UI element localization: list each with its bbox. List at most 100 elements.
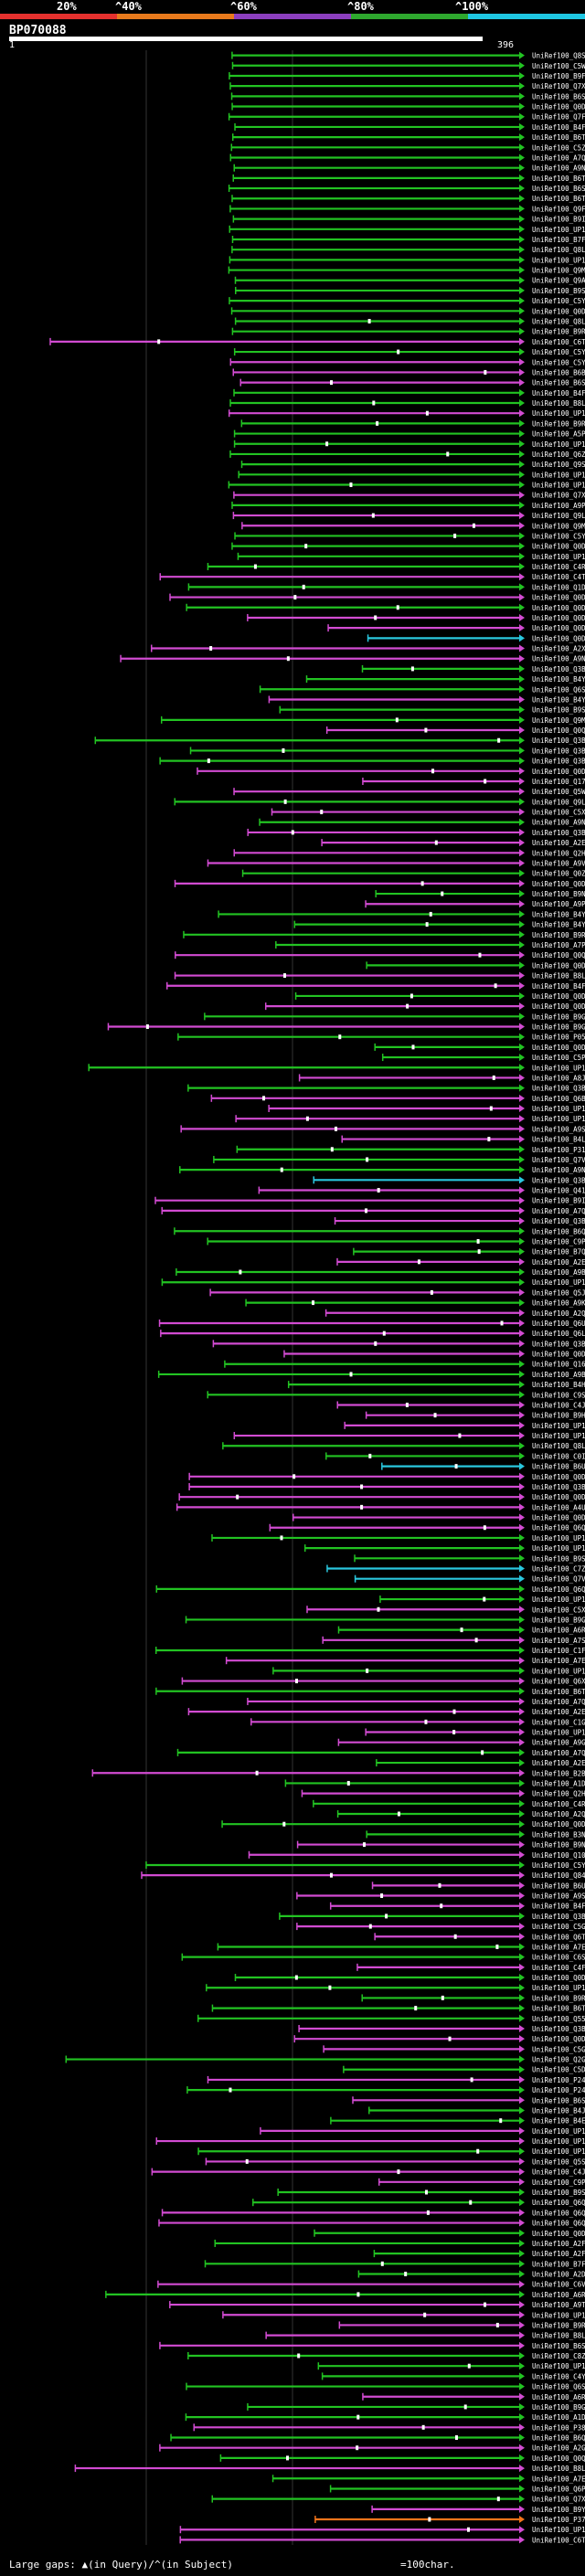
hit-label[interactable]: UniRef100_C5XBZ4: [532, 809, 585, 817]
hit-row[interactable]: UniRef100_Q1DWE3: [187, 583, 585, 591]
hit-label[interactable]: UniRef100_C5YHP3: [532, 358, 585, 366]
hit-label[interactable]: UniRef100_Q6TI22: [532, 1933, 585, 1941]
hit-row[interactable]: UniRef100_UP1000...: [222, 2311, 585, 2319]
hit-label[interactable]: UniRef100_UP1000...: [532, 471, 585, 479]
hit-row[interactable]: UniRef100_Q0D325: [283, 1350, 585, 1359]
hit-row[interactable]: UniRef100_Q3BDP3: [187, 1084, 585, 1093]
hit-label[interactable]: UniRef100_Q0D330: [532, 1820, 585, 1829]
hit-row[interactable]: UniRef100_A1DBR2: [185, 2413, 585, 2422]
hit-row[interactable]: UniRef100_Q0D333: [327, 624, 585, 632]
hit-row[interactable]: UniRef100_A2EYN2: [321, 839, 585, 847]
hit-label[interactable]: UniRef100_B6U630: [532, 1463, 585, 1471]
hit-label[interactable]: UniRef100_B8LNV6: [532, 2332, 585, 2340]
hit-row[interactable]: UniRef100_A2EEE7: [376, 1759, 585, 1767]
hit-label[interactable]: UniRef100_B9SQA6: [532, 2189, 585, 2197]
hit-row[interactable]: UniRef100_Q6BF00: [210, 1094, 585, 1103]
hit-label[interactable]: UniRef100_B8LP16: [532, 972, 585, 981]
hit-row[interactable]: UniRef100_Q3BDP1: [188, 1482, 585, 1491]
hit-row[interactable]: UniRef100_UP1000...: [197, 2147, 585, 2156]
hit-row[interactable]: UniRef100_A7ECX4: [225, 1657, 585, 1665]
hit-label[interactable]: UniRef100_C5XSW8: [532, 1606, 585, 1614]
hit-label[interactable]: UniRef100_UP1000...: [532, 553, 585, 561]
hit-label[interactable]: UniRef100_Q6XL76: [532, 1678, 585, 1686]
hit-row[interactable]: UniRef100_UP1000...: [344, 1421, 585, 1430]
hit-label[interactable]: UniRef100_C5GUY7: [532, 2045, 585, 2053]
hit-label[interactable]: UniRef100_UP1000...: [532, 226, 585, 234]
hit-row[interactable]: UniRef100_C5YZQ7: [145, 1860, 585, 1870]
hit-row[interactable]: UniRef100_Q3BDN7: [189, 747, 585, 755]
hit-label[interactable]: UniRef100_A6RVE0: [532, 2393, 585, 2401]
hit-row[interactable]: UniRef100_C5Z815: [230, 143, 585, 152]
hit-row[interactable]: UniRef100_A9B0K8: [176, 1268, 585, 1277]
hit-row[interactable]: UniRef100_Q3BDN9: [361, 664, 585, 673]
hit-row[interactable]: UniRef100_B7FMM9: [231, 235, 585, 244]
hit-label[interactable]: UniRef100_Q3BDN3: [532, 1913, 585, 1921]
hit-row[interactable]: UniRef100_B4J1N2: [368, 2106, 585, 2115]
hit-label[interactable]: UniRef100_C4JQQ7: [532, 2168, 585, 2177]
hit-row[interactable]: UniRef100_Q8S8M0: [231, 51, 585, 60]
hit-row[interactable]: UniRef100_Q0Z7P5: [241, 869, 585, 878]
hit-label[interactable]: UniRef100_B9SMJ5: [532, 287, 585, 295]
hit-row[interactable]: UniRef100_A2G7G2: [159, 2443, 585, 2453]
hit-row[interactable]: UniRef100_Q9LPW8: [232, 512, 585, 520]
hit-row[interactable]: UniRef100_Q8L6L8: [231, 246, 585, 254]
hit-row[interactable]: UniRef100_A2ENU3: [187, 1708, 585, 1716]
hit-row[interactable]: UniRef100_C9PR96: [378, 2178, 585, 2187]
hit-label[interactable]: UniRef100_Q3BDP1: [532, 1483, 585, 1491]
hit-label[interactable]: UniRef100_Q2GZM1: [532, 2056, 585, 2064]
hit-row[interactable]: UniRef100_Q84Z23: [141, 1871, 585, 1880]
hit-label[interactable]: UniRef100_A9NZ64: [532, 1166, 585, 1174]
hit-row[interactable]: UniRef100_B6TPB5: [231, 133, 585, 142]
hit-row[interactable]: UniRef100_Q0QQY6: [219, 2454, 585, 2463]
hit-row[interactable]: UniRef100_B9RHQ8: [240, 419, 585, 428]
hit-label[interactable]: UniRef100_C5DKW1: [532, 2066, 585, 2074]
hit-label[interactable]: UniRef100_B9RHQ8: [532, 419, 585, 428]
hit-label[interactable]: UniRef100_C5GV24: [532, 1923, 585, 1931]
hit-label[interactable]: UniRef100_A9P9F5: [532, 900, 585, 908]
hit-label[interactable]: UniRef100_A2DCS8: [532, 2271, 585, 2279]
hit-label[interactable]: UniRef100_C4JXG7: [532, 1401, 585, 1409]
hit-label[interactable]: UniRef100_Q41213: [532, 1187, 585, 1195]
hit-row[interactable]: UniRef100_B9R084: [183, 930, 585, 939]
hit-label[interactable]: UniRef100_P24639-2: [532, 2076, 585, 2084]
hit-label[interactable]: UniRef100_B6TZF1: [532, 195, 585, 203]
hit-row[interactable]: UniRef100_Q0D330: [221, 1820, 585, 1829]
hit-row[interactable]: UniRef100_A7Q6P5: [161, 1206, 585, 1215]
hit-row[interactable]: UniRef100_Q10BX1: [248, 1850, 585, 1860]
hit-row[interactable]: UniRef100_C5DKW1: [343, 2065, 585, 2074]
hit-row[interactable]: UniRef100_C5YHP3: [229, 358, 585, 366]
hit-label[interactable]: UniRef100_C5PGJ3: [532, 1054, 585, 1062]
hit-row[interactable]: UniRef100_UP1000...: [268, 1105, 585, 1113]
hit-label[interactable]: UniRef100_UP1000...: [532, 2137, 585, 2146]
hit-label[interactable]: UniRef100_Q9M2X4: [532, 267, 585, 275]
hit-label[interactable]: UniRef100_A2QNL8: [532, 1309, 585, 1318]
hit-label[interactable]: UniRef100_Q17H94: [532, 778, 585, 786]
hit-label[interactable]: UniRef100_B9N0Q7: [532, 890, 585, 898]
hit-label[interactable]: UniRef100_Q0D323: [532, 1002, 585, 1011]
hit-label[interactable]: UniRef100_B6SHT2: [532, 185, 585, 193]
hit-label[interactable]: UniRef100_Q3BDN8: [532, 1176, 585, 1184]
hit-label[interactable]: UniRef100_Q2HS59: [532, 849, 585, 857]
hit-label[interactable]: UniRef100_Q1DWE3: [532, 583, 585, 591]
hit-row[interactable]: UniRef100_B9SMJ5: [235, 286, 585, 295]
hit-label[interactable]: UniRef100_Q6SAY0: [532, 2383, 585, 2391]
hit-row[interactable]: UniRef100_C1G0D7: [250, 1718, 585, 1726]
hit-row[interactable]: UniRef100_Q6XL76: [181, 1677, 585, 1686]
hit-row[interactable]: UniRef100_C4FS07: [356, 1963, 585, 1972]
hit-label[interactable]: UniRef100_B8LRE3: [532, 2465, 585, 2473]
hit-row[interactable]: UniRef100_Q3BDN5: [159, 757, 585, 766]
hit-label[interactable]: UniRef100_UP1000...: [532, 2311, 585, 2319]
hit-row[interactable]: UniRef100_Q0D312: [178, 1493, 585, 1501]
hit-row[interactable]: UniRef100_A7EU39: [271, 2475, 585, 2483]
hit-row[interactable]: UniRef100_C4T226: [159, 573, 585, 581]
hit-label[interactable]: UniRef100_C4T226: [532, 573, 585, 581]
hit-label[interactable]: UniRef100_B9IFP5: [532, 1197, 585, 1205]
hit-label[interactable]: UniRef100_Q8L8M2: [532, 317, 585, 325]
hit-label[interactable]: UniRef100_P37765: [532, 2516, 585, 2524]
hit-row[interactable]: UniRef100_Q0D320: [366, 961, 585, 970]
hit-row[interactable]: UniRef100_A6RVE0: [362, 2392, 585, 2401]
hit-label[interactable]: UniRef100_Q0QE7F: [532, 951, 585, 959]
hit-label[interactable]: UniRef100_A5PLE2: [532, 430, 585, 439]
hit-label[interactable]: UniRef100_Q3BDN4: [532, 1217, 585, 1225]
hit-label[interactable]: UniRef100_B7F1Y1: [532, 2260, 585, 2268]
